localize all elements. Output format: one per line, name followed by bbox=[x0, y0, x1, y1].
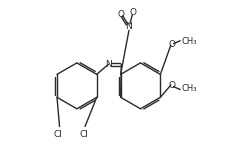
Text: O: O bbox=[118, 10, 125, 18]
Text: O: O bbox=[169, 40, 175, 49]
Text: N: N bbox=[105, 60, 112, 69]
Text: N: N bbox=[126, 22, 132, 31]
Text: CH₃: CH₃ bbox=[182, 37, 197, 46]
Text: CH₃: CH₃ bbox=[182, 84, 197, 93]
Text: Cl: Cl bbox=[54, 130, 62, 139]
Text: Cl: Cl bbox=[80, 130, 89, 139]
Text: O: O bbox=[169, 81, 175, 90]
Text: O: O bbox=[130, 8, 137, 17]
